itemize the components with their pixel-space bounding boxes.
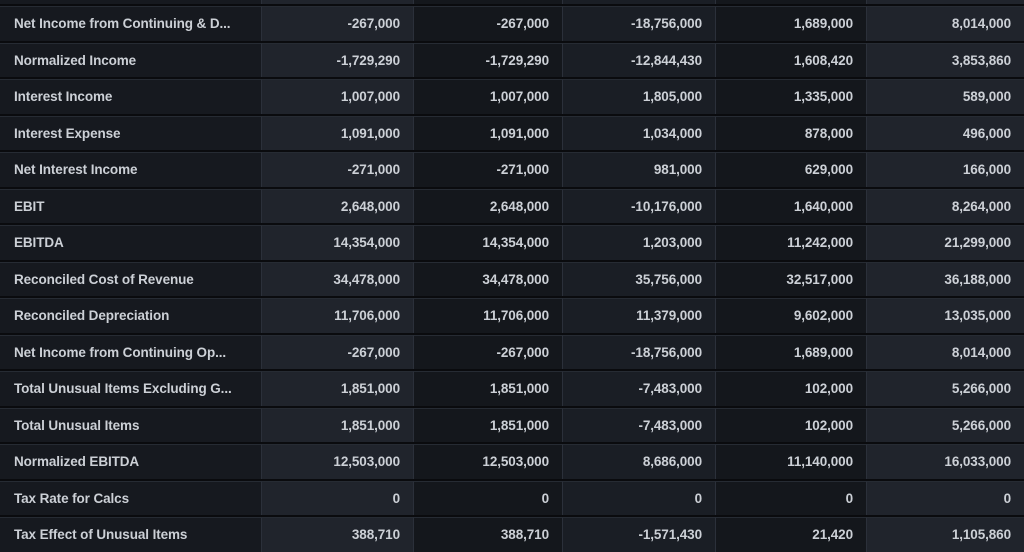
cell-value: 34,478,000 <box>413 261 562 296</box>
cell-value: 0 <box>413 480 562 515</box>
partial-row-cell <box>562 0 715 4</box>
cell-value: 0 <box>866 480 1024 515</box>
row-label: Tax Rate for Calcs <box>0 480 261 515</box>
cell-value: -1,571,430 <box>562 517 715 552</box>
cell-value: 21,420 <box>715 517 866 552</box>
row-label: EBITDA <box>0 225 261 260</box>
cell-value: 11,706,000 <box>261 298 413 333</box>
cell-value: 11,140,000 <box>715 444 866 479</box>
cell-value: 1,091,000 <box>413 115 562 150</box>
row-label: Normalized EBITDA <box>0 444 261 479</box>
cell-value: 1,007,000 <box>413 79 562 114</box>
cell-value: 0 <box>715 480 866 515</box>
cell-value: -267,000 <box>413 334 562 369</box>
row-label: Interest Income <box>0 79 261 114</box>
cell-value: 496,000 <box>866 115 1024 150</box>
cell-value: -18,756,000 <box>562 6 715 41</box>
cell-value: 9,602,000 <box>715 298 866 333</box>
cell-value: 1,851,000 <box>413 407 562 442</box>
cell-value: 21,299,000 <box>866 225 1024 260</box>
cell-value: -271,000 <box>261 152 413 187</box>
cell-value: 5,266,000 <box>866 371 1024 406</box>
cell-value: 2,648,000 <box>261 188 413 223</box>
cell-value: 11,706,000 <box>413 298 562 333</box>
cell-value: -1,729,290 <box>413 42 562 77</box>
partial-row-cell <box>715 0 866 4</box>
partial-row-cell <box>261 0 413 4</box>
cell-value: -7,483,000 <box>562 407 715 442</box>
row-label: Net Interest Income <box>0 152 261 187</box>
cell-value: 0 <box>562 480 715 515</box>
cell-value: 3,853,860 <box>866 42 1024 77</box>
cell-value: 35,756,000 <box>562 261 715 296</box>
cell-value: 1,105,860 <box>866 517 1024 552</box>
cell-value: 12,503,000 <box>261 444 413 479</box>
cell-value: -267,000 <box>261 334 413 369</box>
cell-value: -7,483,000 <box>562 371 715 406</box>
row-label: Tax Effect of Unusual Items <box>0 517 261 552</box>
cell-value: 1,091,000 <box>261 115 413 150</box>
row-label: Normalized Income <box>0 42 261 77</box>
cell-value: 2,648,000 <box>413 188 562 223</box>
cell-value: 16,033,000 <box>866 444 1024 479</box>
cell-value: 32,517,000 <box>715 261 866 296</box>
partial-row-cell <box>413 0 562 4</box>
cell-value: 1,851,000 <box>261 407 413 442</box>
cell-value: 1,608,420 <box>715 42 866 77</box>
cell-value: 11,242,000 <box>715 225 866 260</box>
cell-value: 8,264,000 <box>866 188 1024 223</box>
cell-value: 981,000 <box>562 152 715 187</box>
row-label: Interest Expense <box>0 115 261 150</box>
row-label: Reconciled Depreciation <box>0 298 261 333</box>
row-label: Reconciled Cost of Revenue <box>0 261 261 296</box>
cell-value: 13,035,000 <box>866 298 1024 333</box>
row-label: Net Income from Continuing Op... <box>0 334 261 369</box>
cell-value: 14,354,000 <box>261 225 413 260</box>
cell-value: 1,851,000 <box>261 371 413 406</box>
cell-value: 1,805,000 <box>562 79 715 114</box>
cell-value: 166,000 <box>866 152 1024 187</box>
cell-value: 1,689,000 <box>715 334 866 369</box>
cell-value: 388,710 <box>413 517 562 552</box>
cell-value: 629,000 <box>715 152 866 187</box>
cell-value: 1,034,000 <box>562 115 715 150</box>
cell-value: 14,354,000 <box>413 225 562 260</box>
cell-value: 11,379,000 <box>562 298 715 333</box>
cell-value: 5,266,000 <box>866 407 1024 442</box>
cell-value: -271,000 <box>413 152 562 187</box>
partial-row-cell <box>0 0 261 4</box>
cell-value: 102,000 <box>715 407 866 442</box>
cell-value: 8,014,000 <box>866 6 1024 41</box>
cell-value: -267,000 <box>261 6 413 41</box>
row-label: Total Unusual Items <box>0 407 261 442</box>
cell-value: 102,000 <box>715 371 866 406</box>
row-label: Total Unusual Items Excluding G... <box>0 371 261 406</box>
cell-value: 12,503,000 <box>413 444 562 479</box>
cell-value: 589,000 <box>866 79 1024 114</box>
cell-value: 1,640,000 <box>715 188 866 223</box>
cell-value: -267,000 <box>413 6 562 41</box>
cell-value: 34,478,000 <box>261 261 413 296</box>
cell-value: 1,007,000 <box>261 79 413 114</box>
cell-value: 878,000 <box>715 115 866 150</box>
cell-value: -10,176,000 <box>562 188 715 223</box>
cell-value: 8,686,000 <box>562 444 715 479</box>
cell-value: 36,188,000 <box>866 261 1024 296</box>
partial-row-cell <box>866 0 1024 4</box>
cell-value: 1,851,000 <box>413 371 562 406</box>
cell-value: 1,335,000 <box>715 79 866 114</box>
cell-value: -1,729,290 <box>261 42 413 77</box>
row-label: Net Income from Continuing & D... <box>0 6 261 41</box>
cell-value: 1,203,000 <box>562 225 715 260</box>
cell-value: 0 <box>261 480 413 515</box>
cell-value: -12,844,430 <box>562 42 715 77</box>
cell-value: 388,710 <box>261 517 413 552</box>
cell-value: -18,756,000 <box>562 334 715 369</box>
cell-value: 8,014,000 <box>866 334 1024 369</box>
cell-value: 1,689,000 <box>715 6 866 41</box>
row-label: EBIT <box>0 188 261 223</box>
